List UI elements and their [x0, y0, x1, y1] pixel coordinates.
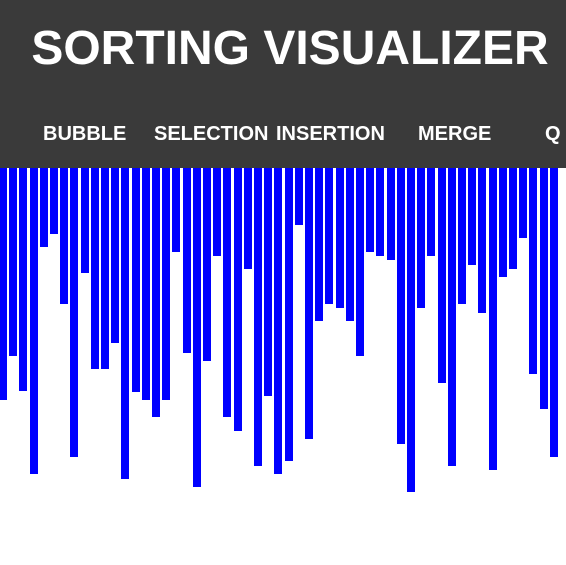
- nav-quick-sort[interactable]: Q: [545, 123, 561, 145]
- array-bar: [29, 168, 38, 474]
- array-bar: [345, 168, 354, 321]
- array-bar: [437, 168, 446, 383]
- array-bar: [356, 168, 364, 356]
- array-bar: [233, 168, 242, 431]
- array-bar: [152, 168, 160, 417]
- app-header: SORTING VISUALIZER BUBBLE SELECTION INSE…: [0, 0, 566, 168]
- array-bar: [509, 168, 517, 269]
- array-bar: [9, 168, 18, 356]
- array-bar: [488, 168, 497, 470]
- array-bar: [407, 168, 415, 492]
- array-bar: [325, 168, 334, 304]
- array-bar: [0, 168, 7, 400]
- array-bars-container: [0, 168, 566, 565]
- array-bar: [182, 168, 191, 353]
- array-bar: [396, 168, 405, 444]
- array-bar: [192, 168, 201, 487]
- array-bar: [458, 168, 466, 304]
- array-bar: [284, 168, 293, 461]
- array-bar: [70, 168, 79, 457]
- array-bar: [335, 168, 344, 308]
- array-bar: [39, 168, 48, 247]
- array-bar: [101, 168, 109, 369]
- nav-merge-sort[interactable]: MERGE: [418, 123, 492, 145]
- array-bar: [274, 168, 283, 474]
- array-bar: [447, 168, 456, 466]
- app-title: SORTING VISUALIZER: [31, 22, 549, 75]
- array-bar: [131, 168, 140, 392]
- array-bar: [141, 168, 150, 400]
- array-bar: [376, 168, 385, 256]
- array-bar: [203, 168, 211, 361]
- array-bar: [519, 168, 528, 238]
- array-bar: [539, 168, 548, 409]
- array-bar: [478, 168, 487, 313]
- array-bar: [80, 168, 89, 273]
- array-bar: [529, 168, 538, 374]
- array-bar: [50, 168, 58, 234]
- algorithm-nav: BUBBLE SELECTION INSERTION MERGE Q: [0, 120, 566, 148]
- array-bar: [386, 168, 395, 260]
- array-bar: [60, 168, 69, 304]
- array-bar: [468, 168, 477, 265]
- array-bar: [498, 168, 507, 277]
- nav-insertion-sort[interactable]: INSERTION: [276, 123, 385, 145]
- array-bar: [254, 168, 262, 466]
- array-bar: [90, 168, 99, 369]
- array-bar: [366, 168, 375, 252]
- nav-selection-sort[interactable]: SELECTION: [154, 123, 269, 145]
- array-bar: [305, 168, 313, 439]
- array-bar: [213, 168, 222, 256]
- array-bar: [111, 168, 120, 343]
- nav-bubble-sort[interactable]: BUBBLE: [43, 123, 127, 145]
- array-bar: [243, 168, 252, 269]
- array-bar: [172, 168, 181, 252]
- array-bar: [417, 168, 426, 308]
- array-bar: [294, 168, 303, 225]
- array-bar: [223, 168, 232, 417]
- array-bar: [19, 168, 28, 391]
- array-bar: [549, 168, 558, 457]
- array-bar: [162, 168, 171, 400]
- array-bar: [264, 168, 273, 396]
- array-bar: [427, 168, 436, 256]
- array-bar: [315, 168, 324, 321]
- array-bar: [121, 168, 130, 479]
